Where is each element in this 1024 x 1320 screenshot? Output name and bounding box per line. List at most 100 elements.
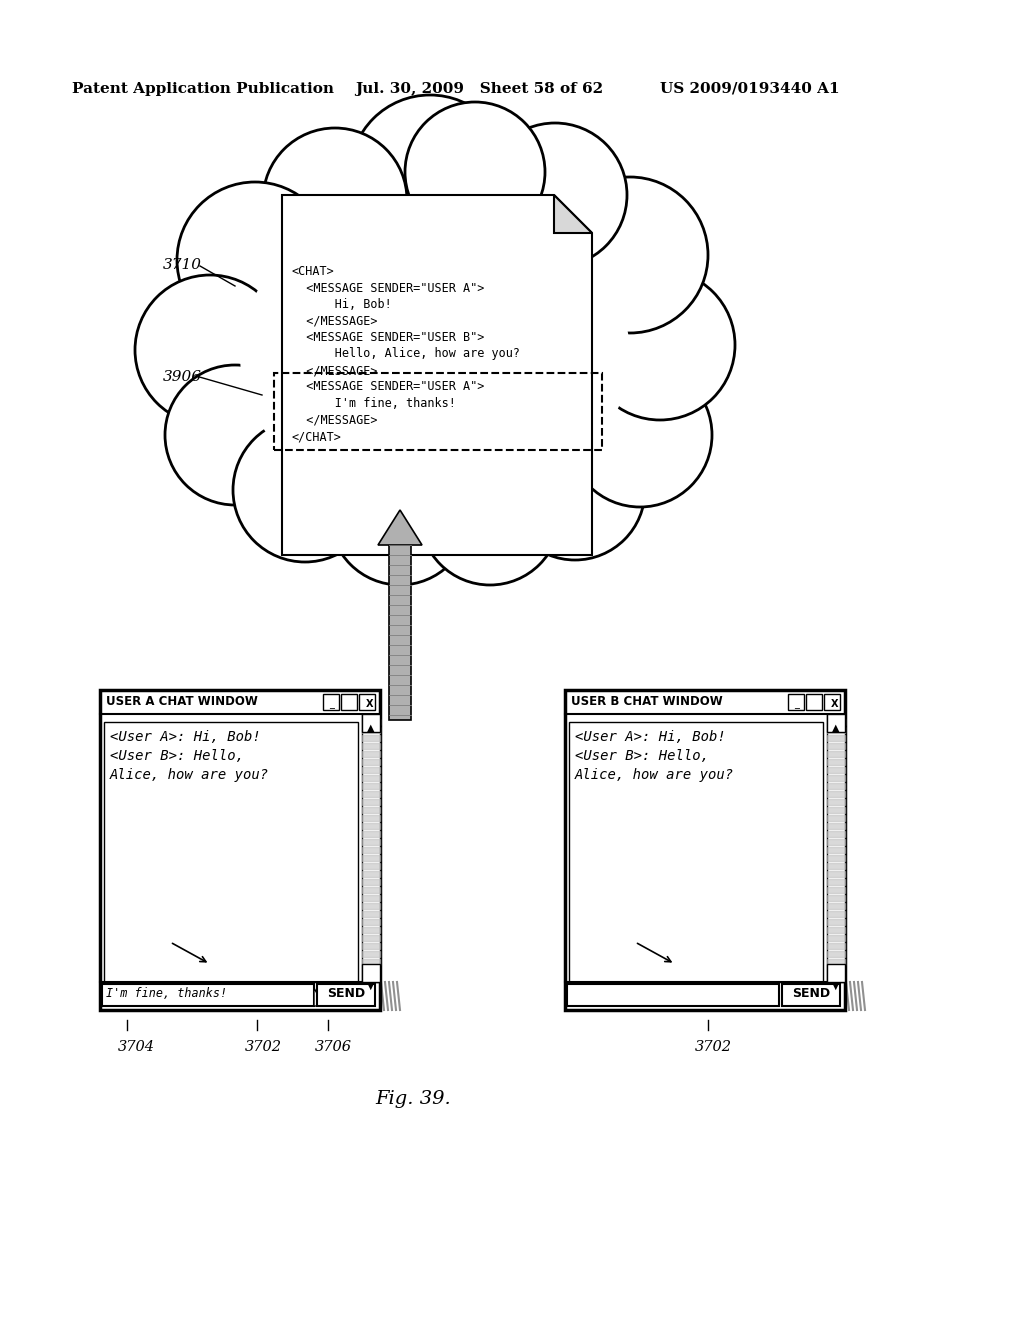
Bar — [104, 722, 358, 982]
Polygon shape — [378, 510, 422, 545]
Polygon shape — [362, 927, 380, 933]
Polygon shape — [827, 863, 845, 869]
Text: SEND: SEND — [792, 987, 830, 1001]
Polygon shape — [554, 195, 592, 234]
Polygon shape — [827, 935, 845, 941]
Polygon shape — [362, 767, 380, 774]
Polygon shape — [362, 727, 380, 733]
Bar — [362, 964, 380, 982]
Polygon shape — [362, 935, 380, 941]
Text: 3706: 3706 — [315, 1040, 352, 1053]
Polygon shape — [827, 822, 845, 829]
Bar — [100, 690, 380, 1010]
Bar — [827, 714, 845, 733]
Polygon shape — [827, 791, 845, 797]
Text: 3710: 3710 — [163, 257, 202, 272]
Polygon shape — [362, 832, 380, 837]
Text: I'm fine, thanks!: I'm fine, thanks! — [106, 987, 227, 1001]
Polygon shape — [827, 942, 845, 949]
Text: Patent Application Publication: Patent Application Publication — [72, 82, 334, 96]
Bar — [359, 694, 375, 710]
Polygon shape — [827, 727, 845, 733]
Polygon shape — [362, 903, 380, 909]
Text: <MESSAGE SENDER="USER A">: <MESSAGE SENDER="USER A"> — [292, 380, 484, 393]
Circle shape — [483, 123, 627, 267]
Circle shape — [350, 95, 510, 255]
Polygon shape — [827, 927, 845, 933]
Circle shape — [330, 445, 470, 585]
Polygon shape — [827, 840, 845, 845]
Polygon shape — [827, 960, 845, 965]
Bar — [569, 722, 823, 982]
Ellipse shape — [215, 170, 655, 531]
Polygon shape — [827, 719, 845, 725]
Circle shape — [135, 275, 285, 425]
Polygon shape — [827, 887, 845, 894]
Polygon shape — [827, 743, 845, 748]
Polygon shape — [362, 942, 380, 949]
Circle shape — [233, 418, 377, 562]
Text: _: _ — [794, 700, 799, 709]
Polygon shape — [362, 719, 380, 725]
Bar — [274, 374, 602, 450]
Polygon shape — [827, 767, 845, 774]
Polygon shape — [827, 919, 845, 925]
Polygon shape — [362, 783, 380, 789]
Circle shape — [552, 177, 708, 333]
Polygon shape — [827, 911, 845, 917]
Polygon shape — [362, 879, 380, 884]
Polygon shape — [362, 759, 380, 766]
Polygon shape — [362, 919, 380, 925]
Polygon shape — [362, 847, 380, 853]
Bar — [827, 714, 845, 982]
Text: </MESSAGE>: </MESSAGE> — [292, 364, 378, 378]
Polygon shape — [827, 783, 845, 789]
Text: <User A>: Hi, Bob!
<User B>: Hello,
Alice, how are you?: <User A>: Hi, Bob! <User B>: Hello, Alic… — [110, 730, 269, 781]
Polygon shape — [362, 775, 380, 781]
Text: X: X — [831, 700, 839, 709]
Circle shape — [420, 445, 560, 585]
Text: 3906: 3906 — [163, 370, 202, 384]
Polygon shape — [827, 751, 845, 756]
Text: 3704: 3704 — [118, 1040, 155, 1053]
Text: <CHAT>: <CHAT> — [292, 265, 335, 279]
Polygon shape — [362, 887, 380, 894]
Polygon shape — [362, 863, 380, 869]
Bar — [102, 983, 314, 1006]
Text: ▲: ▲ — [833, 723, 840, 733]
Polygon shape — [362, 911, 380, 917]
Polygon shape — [362, 807, 380, 813]
Bar — [362, 714, 380, 982]
Polygon shape — [827, 895, 845, 902]
Polygon shape — [827, 847, 845, 853]
Polygon shape — [362, 814, 380, 821]
Polygon shape — [362, 743, 380, 748]
Circle shape — [585, 271, 735, 420]
Text: </MESSAGE>: </MESSAGE> — [292, 314, 378, 327]
Text: Hello, Alice, how are you?: Hello, Alice, how are you? — [292, 347, 520, 360]
Polygon shape — [362, 895, 380, 902]
Polygon shape — [827, 879, 845, 884]
Bar — [782, 983, 840, 1006]
Text: 3702: 3702 — [245, 1040, 282, 1053]
Polygon shape — [827, 814, 845, 821]
Text: USER A CHAT WINDOW: USER A CHAT WINDOW — [106, 696, 258, 708]
Circle shape — [165, 366, 305, 506]
Polygon shape — [827, 832, 845, 837]
Polygon shape — [827, 735, 845, 741]
Text: US 2009/0193440 A1: US 2009/0193440 A1 — [660, 82, 840, 96]
Polygon shape — [282, 195, 592, 554]
Polygon shape — [827, 855, 845, 861]
Text: </CHAT>: </CHAT> — [292, 430, 342, 444]
Text: I'm fine, thanks!: I'm fine, thanks! — [292, 397, 456, 411]
Polygon shape — [827, 871, 845, 876]
Text: ▼: ▼ — [833, 981, 840, 991]
Text: 3702: 3702 — [695, 1040, 732, 1053]
Polygon shape — [362, 871, 380, 876]
Polygon shape — [362, 855, 380, 861]
Polygon shape — [314, 987, 324, 1006]
Text: X: X — [366, 700, 374, 709]
Bar — [788, 694, 804, 710]
Polygon shape — [362, 840, 380, 845]
Text: <User A>: Hi, Bob!
<User B>: Hello,
Alice, how are you?: <User A>: Hi, Bob! <User B>: Hello, Alic… — [575, 730, 734, 781]
